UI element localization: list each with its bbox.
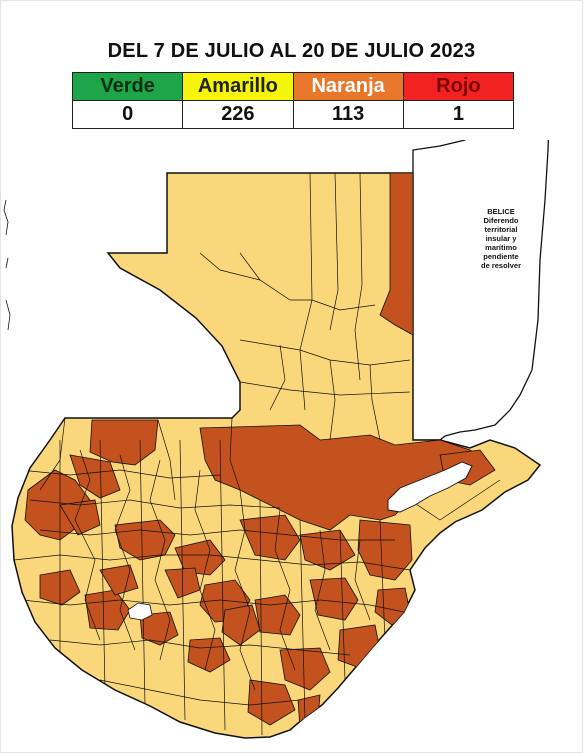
orange-municipalities — [24, 173, 496, 729]
legend-count-amarillo: 226 — [182, 100, 294, 129]
legend-count-verde: 0 — [71, 100, 184, 129]
mexico-outline — [3, 199, 11, 331]
legend-header-row: Verde Amarillo Naranja Rojo — [71, 72, 515, 101]
lake-izabal — [387, 461, 473, 513]
map-title: DEL 7 DE JULIO AL 20 DE JULIO 2023 — [107, 40, 476, 62]
belice-note-line6: pendiente — [483, 252, 519, 261]
belice-note-line3: territorial — [484, 225, 518, 234]
belice-note-line2: Diferendo — [483, 216, 519, 225]
belice-note-line4: insular y — [485, 234, 517, 243]
legend-header-rojo: Rojo — [402, 72, 515, 101]
belice-note-line5: marítimo — [485, 243, 517, 252]
guatemala-map — [3, 140, 550, 739]
legend-count-row: 0 226 113 1 — [71, 100, 515, 129]
belice-note-line7: de resolver — [480, 261, 522, 270]
legend-header-naranja: Naranja — [292, 72, 404, 101]
legend-header-amarillo: Amarillo — [182, 72, 294, 101]
legend-count-rojo: 1 — [402, 100, 515, 129]
lake-atitlan — [127, 602, 153, 621]
legend-table: Verde Amarillo Naranja Rojo 0 226 113 1 — [71, 72, 515, 129]
legend-header-verde: Verde — [71, 72, 184, 101]
belice-note: BELICE Diferendo territorial insular y m… — [468, 207, 534, 270]
municipal-borders — [13, 173, 501, 736]
belize-outline — [412, 140, 550, 441]
belice-note-line1: BELICE — [487, 207, 515, 216]
legend-count-naranja: 113 — [292, 100, 404, 129]
